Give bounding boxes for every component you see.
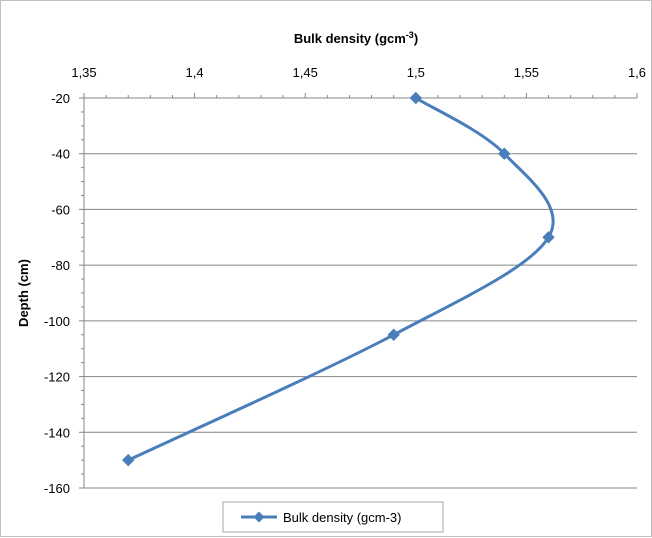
y-tick-label-2: -60 <box>51 202 70 217</box>
x-tick-label-4: 1,55 <box>514 65 539 80</box>
legend: Bulk density (gcm-3) <box>223 502 443 532</box>
y-tick-label-0: -20 <box>51 91 70 106</box>
x-axis-title: Bulk density (gcm-3) <box>294 30 418 46</box>
axes <box>84 98 637 488</box>
series-bulk-density <box>128 98 553 460</box>
y-tick-label-1: -40 <box>51 147 70 162</box>
x-tick-label-3: 1,5 <box>407 65 425 80</box>
x-tick-label-2: 1,45 <box>293 65 318 80</box>
y-tick-label-6: -140 <box>44 425 70 440</box>
y-tick-label-3: -80 <box>51 258 70 273</box>
series-line <box>128 98 553 460</box>
y-tick-label-5: -120 <box>44 370 70 385</box>
data-markers <box>123 93 554 466</box>
tick-marks <box>79 93 637 488</box>
x-tick-label-5: 1,6 <box>628 65 646 80</box>
y-tick-label-4: -100 <box>44 314 70 329</box>
gridlines <box>84 98 637 488</box>
x-tick-label-0: 1,35 <box>71 65 96 80</box>
y-axis-title: Depth (cm) <box>16 259 31 327</box>
data-point-4 <box>123 455 134 466</box>
legend-entry-label: Bulk density (gcm-3) <box>283 510 401 525</box>
y-tick-label-7: -160 <box>44 481 70 496</box>
tick-labels: -20 -40 -60 -80 -100 -120 -140 -160 1,35 1,4 1,45 1… <box>44 65 646 496</box>
data-point-3 <box>388 329 399 340</box>
x-tick-label-1: 1,4 <box>186 65 204 80</box>
